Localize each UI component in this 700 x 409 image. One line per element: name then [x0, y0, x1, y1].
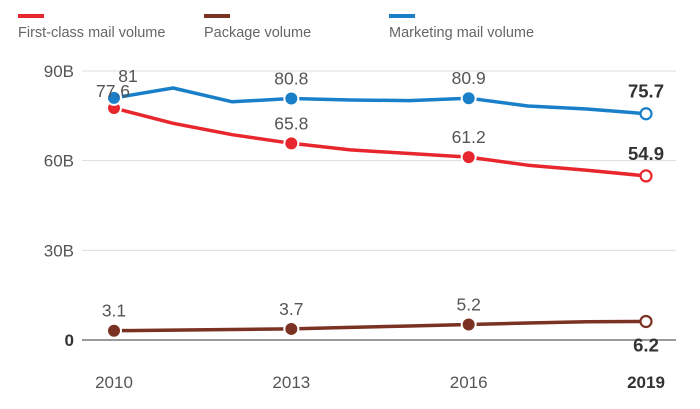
legend: First-class mail volume Package volume M… [0, 0, 700, 55]
data-point-marketing [462, 92, 475, 105]
legend-item-package: Package volume [204, 14, 311, 41]
legend-item-first-class: First-class mail volume [18, 14, 165, 41]
data-point-marketing [108, 91, 120, 104]
data-label-first-class: 65.8 [274, 113, 308, 133]
y-tick-label: 0 [65, 331, 74, 350]
x-axis-ticks: 2010 2013 2016 2019 [95, 373, 665, 392]
series-line-marketing [112, 86, 648, 116]
data-point-first-class [285, 137, 298, 150]
data-label-marketing: 81 [118, 66, 137, 86]
series-markers [106, 89, 653, 339]
data-point-open-package [639, 314, 653, 329]
data-label-package: 3.7 [279, 299, 303, 319]
data-point-open-marketing [639, 107, 653, 121]
data-label-first-class: 54.9 [628, 143, 664, 164]
data-labels: 77.6 65.8 61.2 54.9 3.1 3.7 5.2 6.2 81 80.8 80.9 75… [96, 66, 664, 356]
data-point-package [285, 322, 298, 335]
data-label-package: 6.2 [633, 334, 659, 355]
data-label-package: 3.1 [102, 301, 126, 321]
x-tick-label: 2019 [627, 373, 665, 392]
data-point-marketing [285, 92, 298, 105]
data-label-marketing: 75.7 [628, 81, 664, 102]
data-label-first-class: 77.6 [96, 81, 130, 101]
data-label-first-class: 61.2 [452, 127, 486, 147]
data-point-package [462, 318, 475, 331]
legend-swatch-marketing [389, 14, 415, 18]
y-tick-label: 30B [44, 241, 74, 260]
data-point-first-class [462, 151, 475, 164]
legend-label-first-class: First-class mail volume [18, 25, 166, 41]
y-axis-ticks: 90B 60B 30B 0 [44, 62, 74, 350]
x-tick-label: 2010 [95, 373, 133, 392]
x-tick-label: 2016 [450, 373, 488, 392]
legend-item-marketing: Marketing mail volume [389, 14, 534, 41]
data-point-package [108, 324, 120, 337]
legend-label-package: Package volume [204, 25, 312, 41]
legend-swatch-first-class [18, 14, 44, 18]
x-tick-label: 2013 [272, 373, 310, 392]
data-label-marketing: 80.8 [274, 68, 308, 88]
legend-swatch-package [204, 14, 230, 18]
gridlines [82, 70, 676, 341]
data-point-open-first-class [639, 169, 653, 183]
y-tick-label: 90B [44, 62, 74, 81]
legend-label-marketing: Marketing mail volume [389, 25, 535, 41]
series-line-first-class [112, 106, 648, 178]
y-tick-label: 60B [44, 152, 74, 171]
data-label-package: 5.2 [457, 294, 481, 314]
data-label-marketing: 80.9 [452, 68, 486, 88]
series-line-package [112, 319, 648, 333]
series-lines [112, 86, 648, 333]
